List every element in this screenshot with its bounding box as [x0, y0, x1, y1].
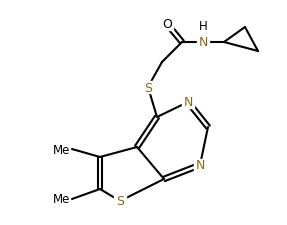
Bar	[142, 82, 154, 94]
Bar	[161, 19, 173, 31]
Text: S: S	[116, 195, 124, 208]
Text: N: N	[198, 36, 208, 49]
Text: Me: Me	[53, 143, 70, 156]
Text: S: S	[144, 81, 152, 94]
Text: H: H	[199, 20, 208, 33]
Text: Me: Me	[53, 193, 70, 206]
Bar	[114, 195, 126, 207]
Bar	[197, 37, 209, 49]
Text: O: O	[162, 18, 172, 31]
Bar	[194, 159, 206, 171]
Bar	[182, 97, 194, 108]
Text: N: N	[183, 96, 193, 109]
Text: N: N	[195, 159, 205, 172]
